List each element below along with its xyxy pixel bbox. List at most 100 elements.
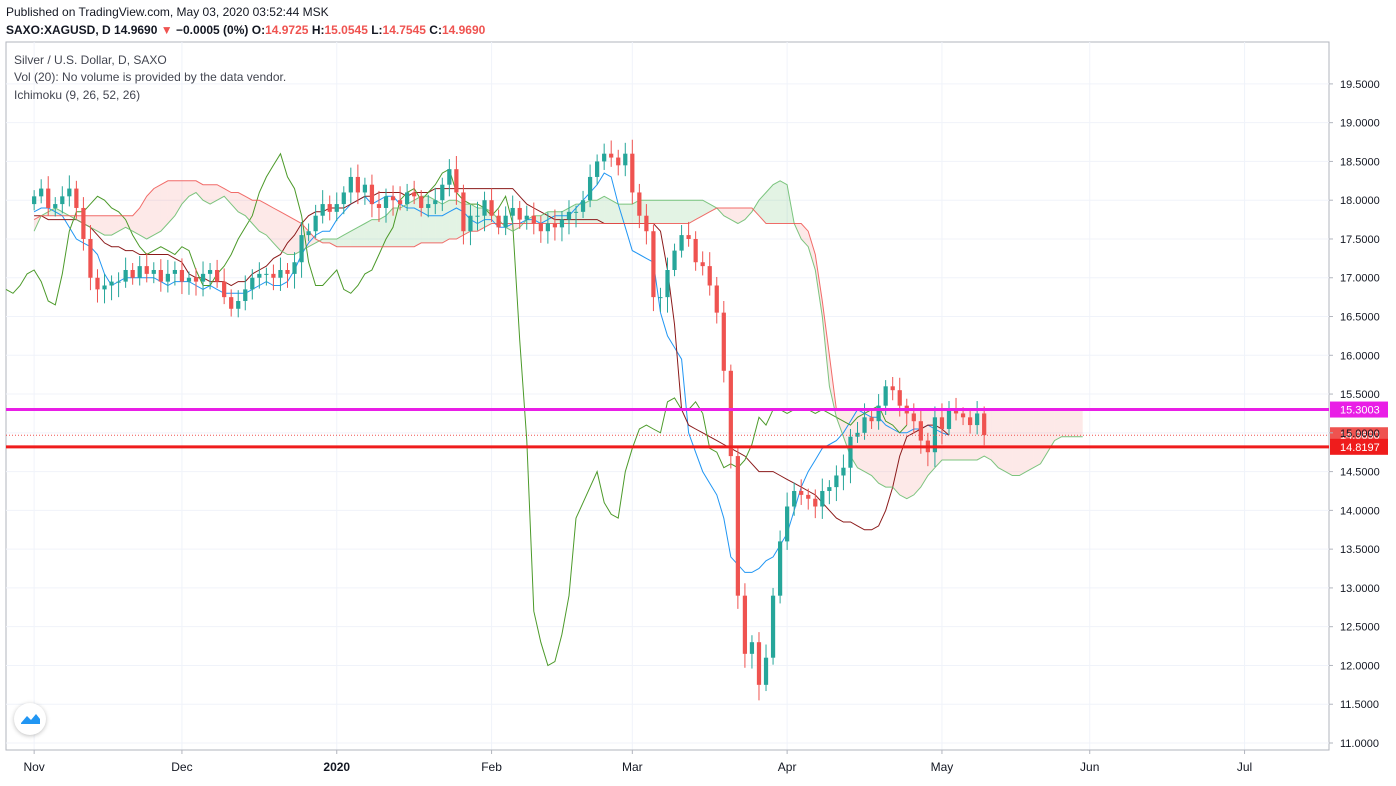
- candle-body: [285, 269, 290, 274]
- candle-body: [376, 204, 382, 208]
- cloud-segment: [357, 223, 365, 247]
- candle-body: [679, 235, 684, 251]
- candle-body: [770, 595, 776, 658]
- legend-title[interactable]: Silver / U.S. Dollar, D, SAXO: [14, 53, 167, 67]
- candle-body: [672, 250, 677, 270]
- candle-body: [440, 184, 445, 201]
- cloud-segment: [702, 200, 710, 216]
- time-tick-label: Dec: [171, 760, 192, 774]
- plot-area[interactable]: [5, 41, 1330, 751]
- candle-body: [81, 207, 86, 239]
- candle-body: [658, 297, 663, 299]
- legend-ichimoku[interactable]: Ichimoku (9, 26, 52, 26): [14, 88, 141, 102]
- price-tick-label: 19.0000: [1340, 118, 1380, 130]
- candle-body: [538, 223, 543, 232]
- cloud-segment: [238, 192, 246, 216]
- cloud-segment: [181, 180, 189, 205]
- candle-body: [890, 386, 895, 391]
- time-axis[interactable]: Nov Dec 2020 Feb Mar Apr May Jun Jul: [6, 749, 1329, 774]
- time-tick-label: Apr: [778, 760, 797, 774]
- price-axis[interactable]: 19.5000 19.0000 18.5000 18.0000 17.5000 17.00…: [1329, 79, 1380, 750]
- tradingview-logo-icon[interactable]: [14, 703, 46, 735]
- candle-body: [390, 196, 396, 201]
- candle-body: [580, 200, 586, 212]
- candle-body: [876, 405, 881, 422]
- grid-lines: [6, 42, 1329, 750]
- candle-body: [482, 200, 487, 216]
- cloud-segment: [118, 215, 126, 232]
- candle-body: [278, 269, 283, 278]
- symbol[interactable]: SAXO:XAGUSD, D: [6, 23, 111, 37]
- candle-body: [735, 456, 740, 596]
- candle-body: [32, 196, 37, 205]
- legend-volume[interactable]: Vol (20): No volume is provided by the d…: [14, 70, 287, 84]
- cloud-segment: [210, 184, 218, 205]
- time-tick-label: Nov: [23, 760, 44, 774]
- cloud-segment: [625, 204, 633, 224]
- candle-body: [95, 277, 100, 290]
- price-tick-label: 15.0000: [1340, 428, 1380, 440]
- candle-body: [637, 192, 642, 216]
- cloud-segment: [48, 207, 56, 216]
- price-tick-label: 14.0000: [1340, 505, 1380, 517]
- candle-body: [179, 269, 185, 282]
- candle-body: [313, 215, 318, 232]
- candle-body: [207, 269, 213, 274]
- candle-body: [855, 432, 860, 437]
- cloud-segment: [435, 200, 443, 243]
- cloud-segment: [125, 215, 133, 232]
- candle-body: [813, 498, 818, 507]
- cloud-segment: [90, 215, 98, 232]
- candle-body: [74, 188, 79, 208]
- candle-body: [186, 277, 192, 282]
- cloud-segment: [674, 200, 682, 224]
- cloud-segment: [991, 409, 999, 468]
- cloud-segment: [751, 200, 759, 216]
- candle-body: [88, 238, 93, 278]
- cloud-segment: [146, 188, 154, 239]
- candle-body: [792, 490, 797, 507]
- candle-body: [46, 188, 51, 208]
- candle-body: [405, 192, 410, 205]
- candle-body: [426, 204, 431, 208]
- candle-body: [552, 223, 558, 228]
- price-tick-label: 11.0000: [1340, 738, 1379, 750]
- candle-body: [60, 196, 65, 205]
- cloud-segment: [188, 180, 197, 197]
- cloud-segment: [1068, 409, 1076, 437]
- cloud-segment: [590, 200, 598, 224]
- cloud-segment: [878, 409, 886, 488]
- cloud-segment: [1012, 409, 1020, 476]
- close-value: 14.9690: [441, 23, 486, 37]
- cloud-segment: [280, 211, 288, 255]
- candle-body: [200, 273, 206, 282]
- cloud-segment: [153, 184, 161, 236]
- cloud-segment: [1061, 409, 1069, 437]
- candle-body: [616, 157, 621, 166]
- low-label: L:: [371, 23, 383, 37]
- candle-body: [299, 235, 304, 263]
- candle-body: [524, 215, 529, 220]
- price-tick-label: 17.5000: [1340, 234, 1380, 246]
- candle-body: [172, 269, 178, 274]
- candle-body: [496, 215, 501, 228]
- price-tick-label: 18.0000: [1340, 195, 1380, 207]
- candle-body: [271, 273, 276, 278]
- cloud-segment: [217, 184, 225, 201]
- cloud-segment: [1040, 409, 1048, 464]
- candle-body: [609, 153, 614, 158]
- time-tick-label: Jun: [1080, 760, 1099, 774]
- candle-body: [362, 184, 368, 193]
- cloud-segment: [1075, 409, 1083, 437]
- candle-body: [742, 595, 748, 654]
- candle-body: [728, 370, 733, 457]
- price-tick-label: 12.0000: [1340, 660, 1380, 672]
- candle-body: [236, 301, 241, 309]
- candles: [32, 139, 987, 701]
- candle-body: [292, 262, 297, 274]
- horizontal-line-tag-label: 15.3003: [1340, 405, 1380, 417]
- cloud-segment: [329, 238, 337, 247]
- time-tick-label: 2020: [323, 760, 350, 774]
